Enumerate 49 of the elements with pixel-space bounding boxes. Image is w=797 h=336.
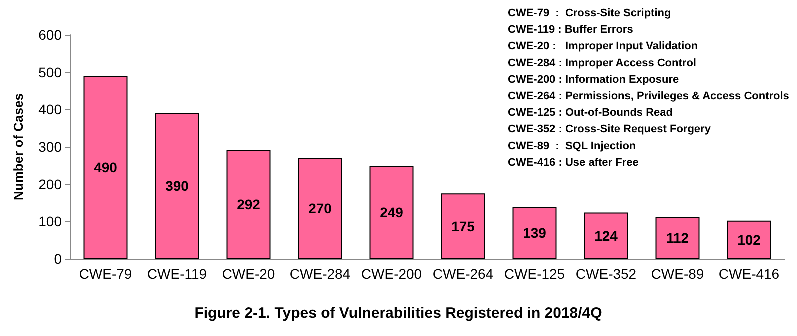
x-tick-label: CWE-264: [432, 266, 494, 282]
y-tick-label: 500: [38, 64, 62, 80]
annotation: CWE-416 : Use after Free: [508, 156, 639, 169]
y-tick-label: 400: [38, 102, 62, 118]
data-label: 270: [308, 200, 332, 217]
x-tick-label: CWE-125: [504, 266, 566, 282]
x-tick-label: CWE-119: [147, 266, 208, 282]
data-label: 112: [666, 230, 690, 246]
x-tick-label: CWE-284: [290, 266, 351, 282]
bar: [226, 150, 271, 259]
y-tick-label: 300: [38, 139, 62, 155]
annotation: CWE-200 : Information Exposure: [508, 74, 680, 86]
bar: [441, 194, 486, 259]
annotation: CWE-20 : Improper Input Validation: [508, 40, 698, 53]
x-tick-label: CWE-352: [576, 266, 637, 282]
data-label: 102: [738, 232, 762, 248]
x-tick-label: CWE-89: [651, 266, 704, 282]
y-tick-label: 100: [38, 214, 62, 230]
x-tick-label: CWE-79: [79, 266, 132, 282]
y-axis-title: Number of Cases: [11, 94, 26, 200]
annotation: CWE-264 : Permissions, Privileges & Access Controls: [508, 90, 790, 102]
text: Figure 2-1. Types of Vulnerabilities Registered in 2018/4Q: [194, 305, 603, 322]
bar: [727, 220, 772, 259]
bar: [155, 113, 200, 259]
text: CWE-79 : Cross-Site Scripting: [508, 8, 672, 20]
y-tick-label: 0: [54, 251, 62, 267]
bar: [512, 207, 557, 259]
y-tick-label: 200: [38, 176, 62, 192]
data-label: 490: [94, 160, 118, 176]
annotation: CWE-284 : Improper Access Control: [508, 57, 696, 70]
bar: [84, 76, 128, 259]
bar: [584, 212, 628, 259]
bar: [298, 158, 342, 259]
y-tick-label: 600: [38, 27, 62, 43]
annotation: CWE-119 : Buffer Errors: [508, 24, 634, 36]
annotation: CWE-125 : Out-of-Bounds Read: [508, 107, 673, 120]
bar: [656, 217, 700, 259]
data-label: 292: [237, 196, 261, 212]
data-label: 124: [594, 228, 618, 244]
data-label: 139: [523, 225, 547, 242]
data-label: 175: [452, 218, 476, 234]
x-tick-label: CWE-20: [222, 266, 276, 282]
x-tick-label: CWE-200: [361, 266, 422, 282]
data-label: 249: [380, 204, 404, 221]
annotation: CWE-89 : SQL Injection: [508, 140, 636, 152]
bar: [370, 166, 414, 259]
data-label: 390: [166, 178, 190, 194]
annotation: CWE-352 : Cross-Site Request Forgery: [508, 124, 712, 136]
x-tick-label: CWE-416: [718, 266, 780, 282]
